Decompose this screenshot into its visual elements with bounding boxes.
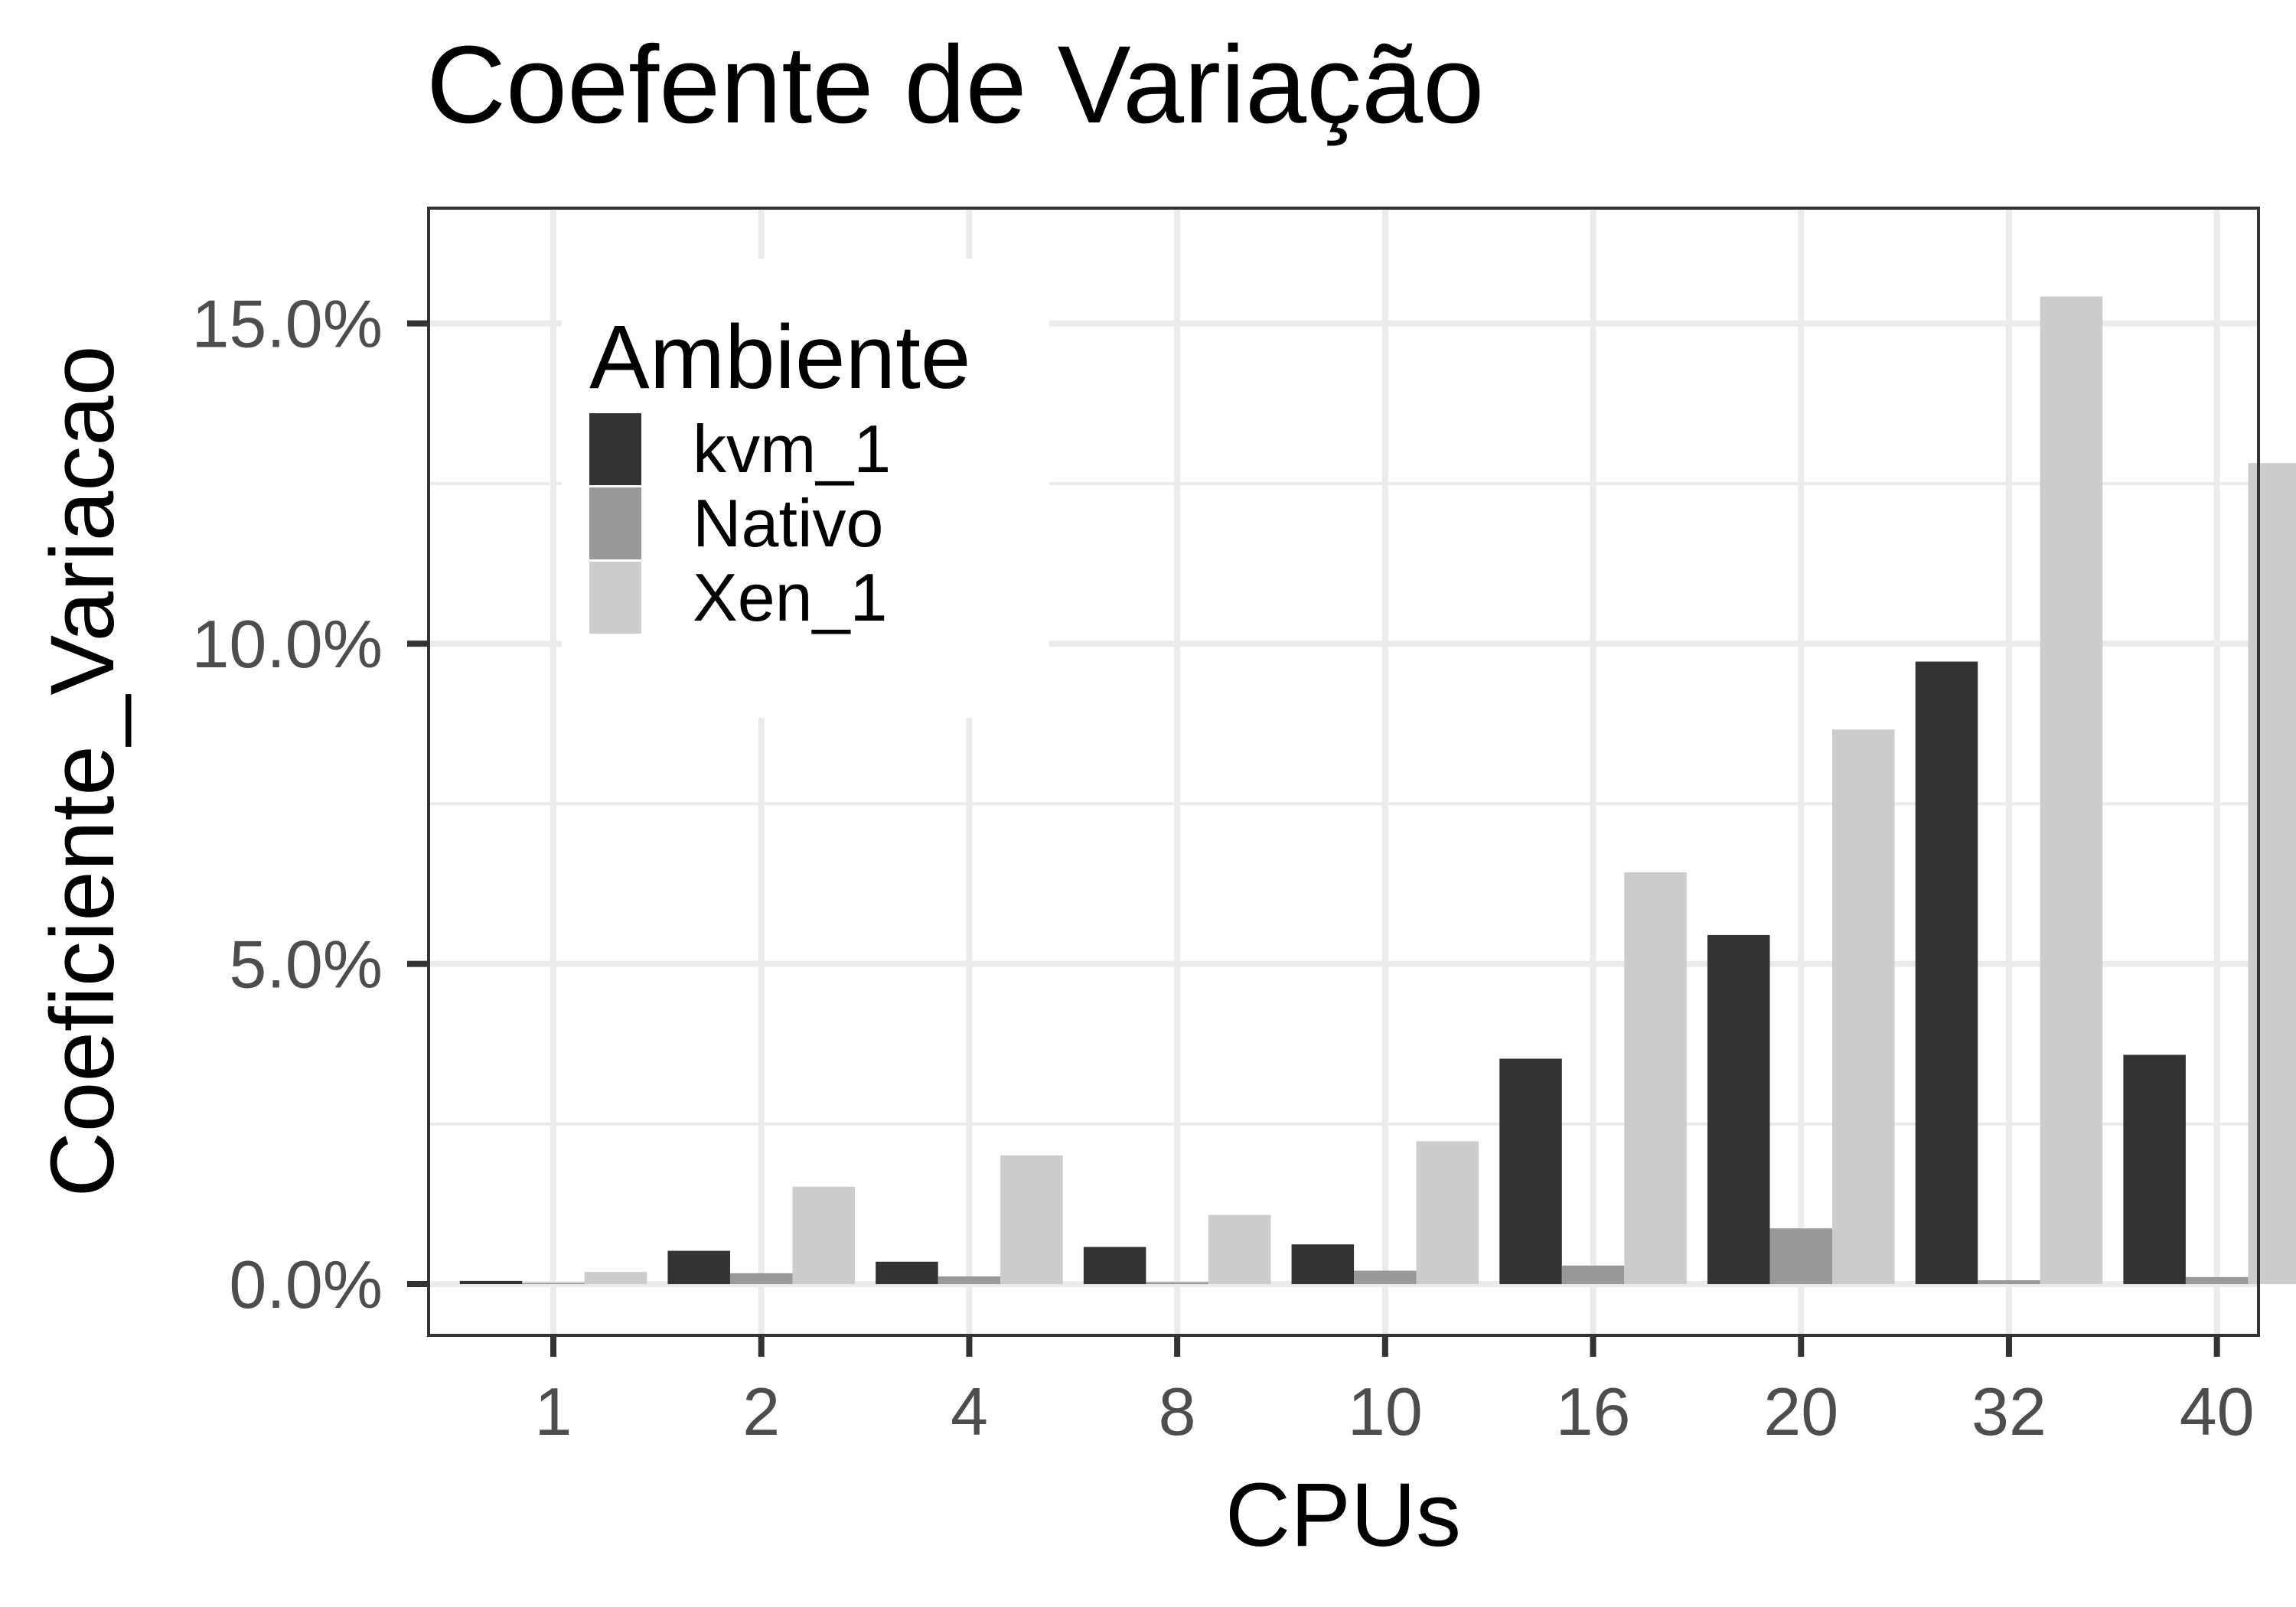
y-tick-label: 0.0%: [229, 1247, 383, 1322]
bar-kvm_1-1: [459, 1280, 523, 1285]
bar-Xen_1-16: [1624, 872, 1687, 1285]
y-axis: 0.0% 5.0% 10.0% 15.0%: [191, 286, 429, 1322]
bar-Nativo-4: [938, 1276, 1001, 1285]
panel-border: [427, 207, 2260, 1337]
bar-Xen_1-8: [1208, 1214, 1271, 1285]
legend-key-kvm_1: [589, 413, 641, 485]
x-tick-label: 20: [1763, 1374, 1838, 1449]
legend-key-Xen_1: [589, 562, 641, 634]
bar-Xen_1-40: [2248, 463, 2296, 1285]
bar-Nativo-40: [2185, 1276, 2249, 1285]
y-tick-label: 15.0%: [191, 286, 383, 362]
bar-Xen_1-1: [584, 1272, 647, 1285]
x-tick-label: 32: [1971, 1374, 2047, 1449]
bar-kvm_1-16: [1499, 1058, 1562, 1285]
x-tick-label: 40: [2180, 1374, 2255, 1449]
legend-label-kvm_1: kvm_1: [693, 411, 891, 487]
x-axis: 1 2 4 8 10 16 20 32 40: [535, 1335, 2255, 1449]
x-tick-label: 1: [535, 1374, 572, 1449]
bar-kvm_1-8: [1083, 1247, 1146, 1285]
bar-Nativo-8: [1146, 1282, 1208, 1285]
bar-Nativo-20: [1769, 1228, 1833, 1285]
x-tick-label: 10: [1348, 1374, 1423, 1449]
legend-key-Nativo: [589, 487, 641, 559]
legend-title: Ambiente: [589, 307, 971, 408]
bar-Xen_1-2: [792, 1186, 855, 1285]
x-tick-label: 16: [1556, 1374, 1631, 1449]
chart-title: Coefente de Variação: [426, 23, 1484, 146]
bar-Xen_1-10: [1416, 1141, 1479, 1285]
bar-Nativo-2: [729, 1273, 793, 1285]
y-axis-title: Coeficiente_Variacao: [32, 346, 133, 1198]
bar-Nativo-16: [1561, 1265, 1625, 1285]
bar-kvm_1-40: [2123, 1054, 2186, 1285]
bar-kvm_1-10: [1291, 1244, 1355, 1285]
legend-label-Xen_1: Xen_1: [693, 559, 887, 635]
bar-Xen_1-32: [2040, 296, 2103, 1285]
bars: [459, 296, 2296, 1285]
bar-kvm_1-2: [667, 1250, 730, 1285]
bar-Nativo-10: [1354, 1270, 1417, 1285]
bar-Xen_1-4: [1000, 1155, 1063, 1285]
x-tick-label: 2: [742, 1374, 780, 1449]
bar-kvm_1-20: [1707, 934, 1770, 1285]
x-axis-title: CPUs: [1225, 1465, 1461, 1566]
bar-kvm_1-32: [1915, 661, 1978, 1285]
x-tick-label: 8: [1159, 1374, 1196, 1449]
bar-Nativo-1: [522, 1283, 585, 1285]
bar-kvm_1-4: [876, 1261, 938, 1285]
bar-Nativo-32: [1978, 1280, 2040, 1285]
y-tick-label: 10.0%: [191, 606, 383, 682]
x-tick-label: 4: [951, 1374, 988, 1449]
legend-background: [562, 259, 1049, 718]
legend-label-Nativo: Nativo: [693, 485, 883, 561]
y-tick-label: 5.0%: [229, 927, 383, 1002]
bar-Xen_1-20: [1832, 729, 1895, 1285]
